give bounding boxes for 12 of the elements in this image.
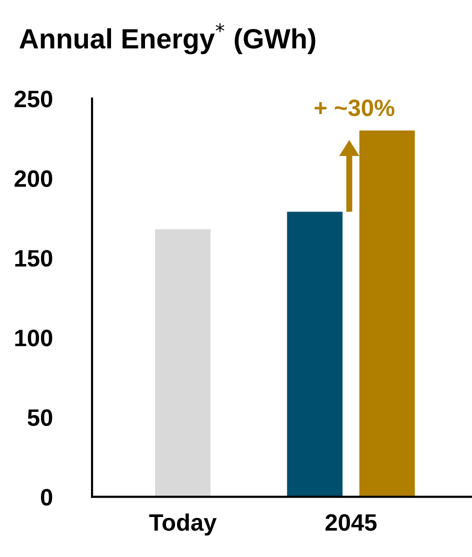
bar — [287, 212, 343, 497]
chart-title: Annual Energy$^{*}$ (GWh) — [20, 23, 316, 54]
x-tick-label: Today — [149, 514, 217, 536]
y-tick-label: 150 — [15, 250, 52, 267]
y-tick-label: 0 — [40, 488, 52, 506]
y-tick-label: 100 — [15, 330, 52, 346]
x-tick-label: 2045 — [326, 514, 377, 531]
y-tick-label: 50 — [28, 409, 52, 426]
y-tick-label: 200 — [14, 170, 52, 188]
bar — [155, 229, 211, 497]
annotation: + ~30% — [314, 100, 394, 116]
y-tick-label: 250 — [14, 90, 52, 108]
